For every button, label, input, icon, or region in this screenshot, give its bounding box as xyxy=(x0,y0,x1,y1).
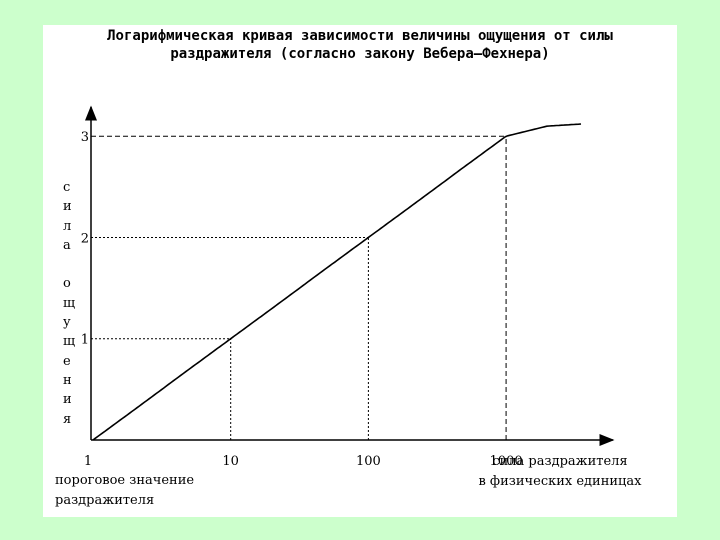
label-line: в физических единицах xyxy=(478,474,642,489)
y-axis-label-letter: л xyxy=(63,219,71,234)
y-tick-label: 1 xyxy=(81,333,89,348)
x-tick-label: 10 xyxy=(222,454,239,469)
y-axis-label-letter: с xyxy=(63,180,70,195)
y-axis-label-letter: и xyxy=(63,199,72,214)
label-line: раздражителя xyxy=(55,493,154,508)
y-axis-label-letter: о xyxy=(63,276,71,291)
y-axis-label-letter: у xyxy=(63,315,71,330)
y-axis-label-letter: я xyxy=(63,412,71,427)
label-line: пороговое значение xyxy=(55,473,194,488)
threshold-label: пороговое значение раздражителя xyxy=(55,473,194,508)
label-line: сила раздражителя xyxy=(492,454,627,469)
x-tick-label: 100 xyxy=(356,454,381,469)
x-tick-label: 1 xyxy=(84,454,92,469)
slide-panel: Логарифмическая кривая зависимости велич… xyxy=(43,25,677,517)
y-tick-label: 2 xyxy=(81,231,89,246)
y-axis-label-letter: щ xyxy=(63,334,75,349)
y-axis-label-letter: н xyxy=(63,373,72,388)
y-axis-label-letter: и xyxy=(63,392,72,407)
x-tick-label: 1000 xyxy=(490,454,523,469)
y-axis-label-letter: а xyxy=(63,238,71,253)
y-axis-label-letter: е xyxy=(63,354,71,369)
y-axis-label-letter: щ xyxy=(63,296,75,311)
chart-title: Логарифмическая кривая зависимости велич… xyxy=(107,28,613,62)
y-tick-label: 3 xyxy=(81,130,89,145)
series-line xyxy=(92,123,582,441)
x-axis-label: сила раздражителя в физических единицах xyxy=(478,454,642,489)
